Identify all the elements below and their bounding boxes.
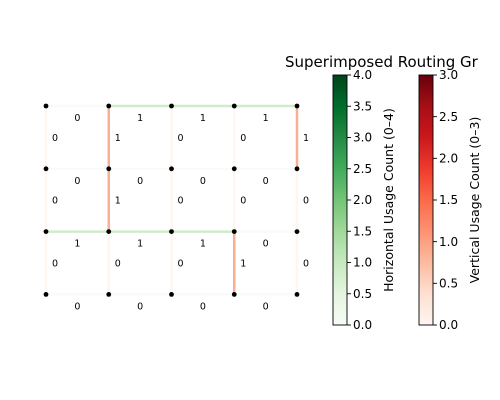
vertical-edge-label: 1 <box>115 196 121 207</box>
horizontal-edge-label: 1 <box>200 113 206 124</box>
colorbar-tick-label: 2.0 <box>353 193 372 207</box>
horizontal-edge-label: 0 <box>74 301 80 312</box>
vertical-edge-label: 0 <box>240 196 246 207</box>
vertical-edge-label: 0 <box>303 196 309 207</box>
grid-node <box>295 104 300 109</box>
horizontal-edge-label: 0 <box>200 176 206 187</box>
routing-grid: 0 1 0 0 1 0 1 0 0 0 0 0 0 1 0 0 1 1 1 0 0 0 0 1 1 1 0 0 0 0 0 <box>44 104 309 313</box>
colorbar-tick-label: 1.0 <box>353 256 372 270</box>
horizontal-edge-label: 0 <box>263 301 269 312</box>
vertical-edge-label: 0 <box>177 133 183 144</box>
horizontal-edge-label: 0 <box>200 301 206 312</box>
horizontal-colorbar-label: Horizontal Usage Count (0–4) <box>381 108 396 292</box>
horizontal-edge-label: 1 <box>263 113 269 124</box>
vertical-edge-label: 0 <box>303 259 309 270</box>
vertical-edge-label: 0 <box>52 133 58 144</box>
colorbar-tick-label: 1.5 <box>439 193 458 207</box>
grid-node <box>44 166 49 171</box>
vertical-edge-label: 1 <box>240 259 246 270</box>
colorbar-tick-label: 2.0 <box>439 152 458 166</box>
horizontal-edge-label: 0 <box>137 176 143 187</box>
grid-node <box>295 166 300 171</box>
horizontal-colorbar: 0.0 0.5 1.0 1.5 2.0 2.5 3.0 3.5 4.0 Horizontal Us… <box>333 68 396 332</box>
horizontal-edge-label: 0 <box>137 301 143 312</box>
colorbar-tick-label: 4.0 <box>353 68 372 82</box>
grid-node <box>169 166 174 171</box>
vertical-edge-label: 0 <box>240 133 246 144</box>
grid-node <box>232 166 237 171</box>
vertical-edge-label: 0 <box>115 259 121 270</box>
grid-node <box>232 104 237 109</box>
vertical-edge-label: 0 <box>52 259 58 270</box>
vertical-colorbar: 0.0 0.5 1.0 1.5 2.0 2.5 3.0 Vertical Usage Coun… <box>419 68 482 332</box>
vertical-colorbar-fill <box>419 75 433 325</box>
grid-node <box>232 292 237 297</box>
horizontal-edge-label: 0 <box>263 239 269 250</box>
vertical-edge-label: 0 <box>177 259 183 270</box>
colorbar-tick-label: 0.5 <box>353 287 372 301</box>
vertical-edge-label: 1 <box>303 133 309 144</box>
vertical-edge-label: 0 <box>52 196 58 207</box>
grid-node <box>169 104 174 109</box>
grid-node <box>106 229 111 234</box>
horizontal-edge-label: 1 <box>200 239 206 250</box>
grid-node <box>295 292 300 297</box>
grid-node <box>106 166 111 171</box>
colorbar-tick-label: 2.5 <box>353 162 372 176</box>
grid-node <box>169 229 174 234</box>
colorbar-tick-label: 0.5 <box>439 277 458 291</box>
grid-node <box>44 292 49 297</box>
grid-node <box>106 104 111 109</box>
colorbar-tick-label: 3.5 <box>353 99 372 113</box>
grid-node <box>106 292 111 297</box>
horizontal-edge-label: 1 <box>137 239 143 250</box>
horizontal-edge-label: 1 <box>137 113 143 124</box>
colorbar-tick-label: 2.5 <box>439 110 458 124</box>
colorbar-tick-label: 1.5 <box>353 224 372 238</box>
grid-node <box>44 104 49 109</box>
vertical-edge-label: 0 <box>177 196 183 207</box>
grid-node <box>232 229 237 234</box>
horizontal-colorbar-fill <box>333 75 347 325</box>
horizontal-edge-label: 0 <box>74 113 80 124</box>
colorbar-tick-label: 1.0 <box>439 235 458 249</box>
colorbar-tick-label: 3.0 <box>353 131 372 145</box>
colorbar-tick-label: 0.0 <box>439 318 458 332</box>
grid-node <box>169 292 174 297</box>
horizontal-edge-label: 0 <box>263 176 269 187</box>
horizontal-edge-label: 0 <box>74 176 80 187</box>
horizontal-edge-label: 1 <box>74 239 80 250</box>
vertical-edge-label: 1 <box>115 133 121 144</box>
colorbar-tick-label: 0.0 <box>353 318 372 332</box>
grid-node <box>44 229 49 234</box>
grid-node <box>295 229 300 234</box>
colorbar-tick-label: 3.0 <box>439 68 458 82</box>
vertical-colorbar-label: Vertical Usage Count (0–3) <box>467 117 482 284</box>
